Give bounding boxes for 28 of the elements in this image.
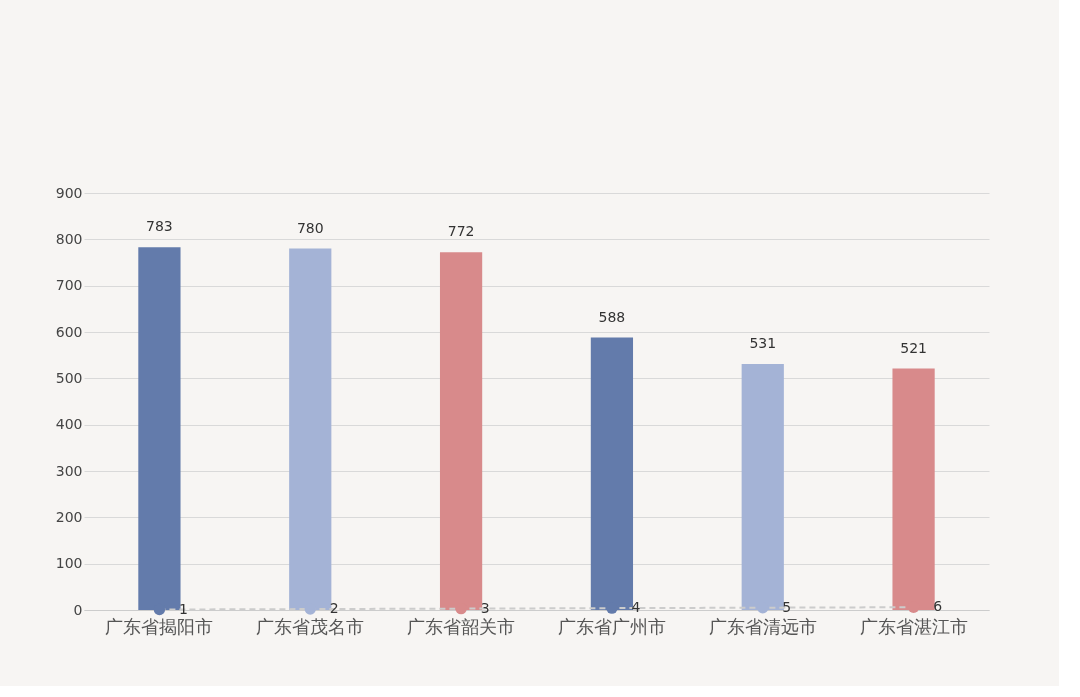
data-label: 2 — [329, 600, 339, 617]
y-tick-label: 700 — [55, 277, 83, 294]
data-label: 6 — [933, 598, 943, 615]
x-tick-label: 广东省湛江市 — [859, 615, 968, 637]
data-label: 772 — [447, 223, 475, 240]
x-tick-label: 广东省清远市 — [708, 615, 817, 637]
y-tick-label: 800 — [55, 230, 83, 247]
y-tick-label: 200 — [55, 508, 83, 525]
data-label: 588 — [598, 308, 626, 325]
data-label: 531 — [749, 334, 777, 351]
y-tick-label: 300 — [55, 462, 83, 479]
y-tick-label: 400 — [55, 416, 83, 433]
data-label: 780 — [296, 219, 324, 236]
data-label: 5 — [782, 598, 792, 615]
x-tick-label: 广东省广州市 — [557, 615, 666, 637]
data-label: 4 — [631, 599, 641, 616]
data-label: 783 — [146, 218, 173, 235]
y-tick-label: 0 — [73, 601, 83, 618]
y-tick-label: 900 — [55, 184, 83, 201]
data-label: 1 — [178, 600, 188, 617]
data-label: 521 — [900, 339, 927, 356]
x-tick-label: 广东省茂名市 — [256, 615, 365, 637]
x-tick-label: 广东省揭阳市 — [105, 615, 214, 637]
y-tick-label: 600 — [55, 323, 83, 340]
x-tick-label: 广东省韶关市 — [407, 615, 516, 637]
data-label: 3 — [480, 599, 490, 616]
y-tick-label: 500 — [55, 369, 83, 386]
y-tick-label: 100 — [55, 555, 83, 572]
